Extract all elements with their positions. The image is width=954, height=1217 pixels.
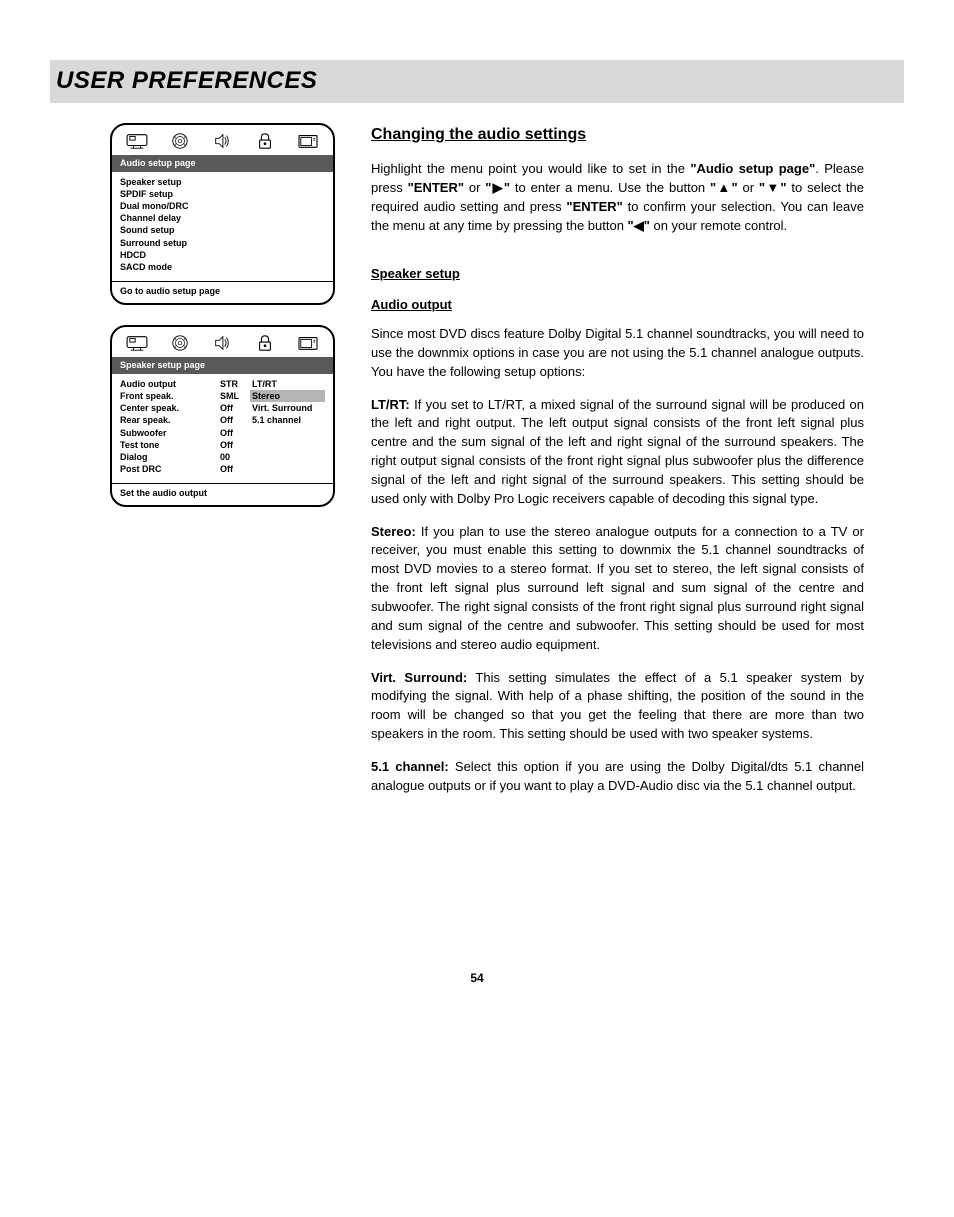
menu-body: Speaker setup SPDIF setup Dual mono/DRC … [112,172,333,279]
tv-icon [297,132,319,150]
section-header: USER PREFERENCES [50,60,904,103]
audio-setup-menu: Audio setup page Speaker setup SPDIF set… [110,123,335,305]
menu-row-highlighted: Front speak.SMLStereo [120,390,325,402]
menu-title: Audio setup page [112,155,333,172]
speaker-setup-menu: Speaker setup page Audio outputSTRLT/RT … [110,325,335,507]
stereo-paragraph: Stereo: If you plan to use the stereo an… [371,523,864,655]
screen-icon [126,334,148,352]
speaker-icon [211,132,233,150]
menu-item: Channel delay [120,212,325,224]
audio-output-heading: Audio output [371,296,864,315]
menu-item: Speaker setup [120,176,325,188]
menu-item: Dual mono/DRC [120,200,325,212]
speaker-icon [211,334,233,352]
intro-paragraph: Highlight the menu point you would like … [371,160,864,235]
51ch-paragraph: 5.1 channel: Select this option if you a… [371,758,864,796]
menu-row: Audio outputSTRLT/RT [120,378,325,390]
since-paragraph: Since most DVD discs feature Dolby Digit… [371,325,864,382]
menu-item: Surround setup [120,237,325,249]
virt-paragraph: Virt. Surround: This setting simulates t… [371,669,864,744]
menu-row: SubwooferOff [120,427,325,439]
menu-title: Speaker setup page [112,357,333,374]
ltrt-paragraph: LT/RT: If you set to LT/RT, a mixed sign… [371,396,864,509]
article-title: Changing the audio settings [371,123,864,146]
disc-icon [169,132,191,150]
tv-icon [297,334,319,352]
menu-row: Post DRCOff [120,463,325,475]
menu-icon-row [112,125,333,155]
screen-icon [126,132,148,150]
content-columns: Audio setup page Speaker setup SPDIF set… [0,123,954,810]
menu-icon-row [112,327,333,357]
menu-item: HDCD [120,249,325,261]
menu-footer: Set the audio output [112,484,333,505]
lock-icon [254,132,276,150]
menu-item: SPDIF setup [120,188,325,200]
page-number: 54 [0,970,954,987]
speaker-setup-heading: Speaker setup [371,265,864,284]
menu-row: Center speak.OffVirt. Surround [120,402,325,414]
menu-row: Dialog00 [120,451,325,463]
menu-row: Test toneOff [120,439,325,451]
menu-item: SACD mode [120,261,325,273]
menu-row: Rear speak.Off5.1 channel [120,414,325,426]
menu-body: Audio outputSTRLT/RT Front speak.SMLSter… [112,374,333,481]
menu-footer: Go to audio setup page [112,282,333,303]
menu-item: Sound setup [120,224,325,236]
disc-icon [169,334,191,352]
lock-icon [254,334,276,352]
section-title: USER PREFERENCES [56,64,904,99]
left-column: Audio setup page Speaker setup SPDIF set… [110,123,335,810]
right-column: Changing the audio settings Highlight th… [371,123,864,810]
